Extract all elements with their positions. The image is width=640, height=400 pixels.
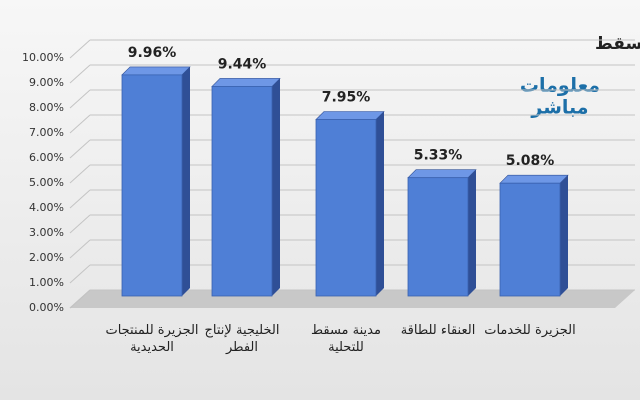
x-tick-label: الخليجية لإنتاج الفطر: [204, 323, 280, 355]
bar-top: [407, 169, 477, 178]
grid-line: [69, 114, 91, 134]
bar-top: [211, 78, 281, 87]
value-label: 9.44%: [218, 56, 267, 72]
value-label: 5.08%: [506, 153, 555, 169]
bar-side: [182, 66, 190, 296]
bar-top: [315, 111, 385, 120]
value-label: 7.95%: [322, 90, 371, 106]
grid-line: [69, 264, 91, 284]
grid-line: [69, 214, 91, 234]
grid-line: [69, 139, 91, 159]
grid-line: [69, 164, 91, 184]
y-tick-label: 10.00%: [22, 51, 64, 64]
bar-top: [121, 66, 191, 76]
y-tick-label: 9.00%: [29, 76, 64, 89]
y-tick-label: 0.00%: [29, 301, 64, 314]
x-tick-label: الجزيرة للمنتجات الحديدية: [105, 323, 199, 355]
bar-side: [272, 78, 280, 296]
grid-line: [69, 39, 91, 59]
logo-line: معلومات: [520, 75, 600, 97]
bar-side: [560, 175, 568, 296]
bar: [315, 119, 377, 297]
floor: [70, 290, 635, 308]
y-tick-label: 4.00%: [29, 201, 64, 214]
x-tick-label: العنقاء للطاقة: [400, 323, 476, 338]
grid-line: [69, 89, 91, 109]
y-tick-label: 8.00%: [29, 101, 64, 114]
x-tick-label: مدينة مسقط للتحلية: [311, 323, 381, 355]
y-tick-label: 7.00%: [29, 126, 64, 139]
x-tick-label: الجزيرة للخدمات: [484, 323, 576, 338]
value-label: 9.96%: [128, 45, 177, 61]
bar: [211, 86, 273, 297]
bar: [407, 177, 469, 297]
bar: [499, 182, 561, 297]
chart-title: أكثر 5 أسهم رابحة ببورصة مسقط: [595, 32, 640, 54]
grid-line: [69, 64, 91, 84]
grid-line: [69, 239, 91, 259]
grid-line: [69, 289, 91, 309]
y-tick-label: 3.00%: [29, 226, 64, 239]
grid-line: [69, 189, 91, 209]
logo-line: مباشر: [530, 97, 588, 119]
bar-top: [499, 174, 569, 184]
y-tick-label: 2.00%: [29, 251, 64, 264]
bar-side: [376, 111, 384, 296]
y-tick-label: 1.00%: [29, 276, 64, 289]
y-tick-label: 5.00%: [29, 176, 64, 189]
value-label: 5.33%: [414, 148, 463, 164]
y-tick-label: 6.00%: [29, 151, 64, 164]
bar-side: [468, 169, 476, 296]
bar: [121, 74, 183, 297]
